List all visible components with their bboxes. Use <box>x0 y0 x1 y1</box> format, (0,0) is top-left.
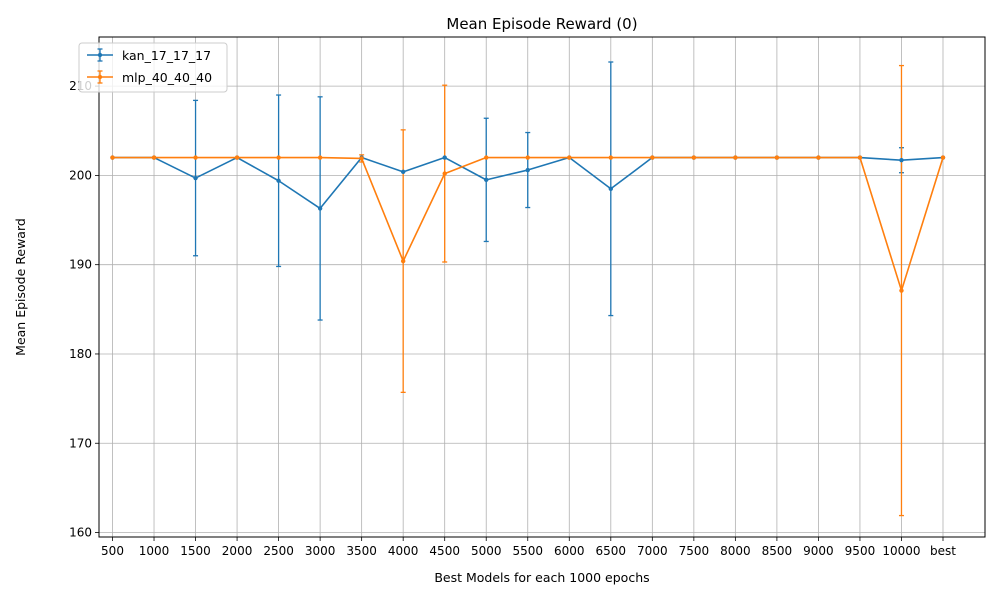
data-point-series-0 <box>400 169 406 175</box>
data-point-series-0 <box>442 155 447 160</box>
y-tick-label: 160 <box>69 526 92 540</box>
data-point-series-1 <box>774 155 780 160</box>
x-tick-label: 1500 <box>180 544 211 558</box>
data-point-series-1 <box>608 155 613 160</box>
x-tick-label: 3500 <box>346 544 377 558</box>
data-point-series-0 <box>525 167 530 173</box>
data-point-series-1 <box>733 155 738 160</box>
data-point-series-0 <box>608 186 613 191</box>
data-point-series-1 <box>110 155 115 160</box>
x-tick-label: 10000 <box>882 544 920 558</box>
legend-marker-series-1 <box>97 74 103 80</box>
x-tick-label: 7500 <box>679 544 710 558</box>
x-tick-label: 8500 <box>762 544 793 558</box>
data-point-series-1 <box>442 171 447 176</box>
data-point-series-1 <box>940 155 946 160</box>
data-point-series-0 <box>276 178 281 183</box>
x-tick-label: 4000 <box>388 544 419 558</box>
data-point-series-1 <box>193 155 198 160</box>
data-point-series-1 <box>567 155 572 160</box>
x-tick-label: 5000 <box>471 544 502 558</box>
data-point-series-1 <box>151 155 157 160</box>
data-point-series-0 <box>317 206 323 211</box>
legend: kan_17_17_17 mlp_40_40_40 <box>78 42 228 93</box>
x-tick-label: 6500 <box>596 544 627 558</box>
data-point-series-1 <box>816 155 821 160</box>
data-point-series-1 <box>276 155 281 160</box>
legend-label-series-0: kan_17_17_17 <box>122 48 211 63</box>
x-tick-label: 2500 <box>263 544 294 558</box>
legend-box <box>78 42 228 93</box>
x-tick-label: 1000 <box>139 544 170 558</box>
x-tick-label: best <box>930 544 956 558</box>
data-point-series-0 <box>484 177 489 183</box>
x-tick-label: 9000 <box>803 544 834 558</box>
x-tick-label: 500 <box>101 544 124 558</box>
x-tick-label: 2000 <box>222 544 253 558</box>
y-tick-label: 190 <box>69 258 92 272</box>
x-tick-label: 9500 <box>845 544 876 558</box>
legend-label-series-1: mlp_40_40_40 <box>122 70 212 85</box>
chart-title: Mean Episode Reward (0) <box>446 15 637 33</box>
x-tick-label: 5500 <box>512 544 543 558</box>
data-point-series-1 <box>234 155 240 160</box>
x-tick-label: 4500 <box>429 544 460 558</box>
data-point-series-1 <box>857 155 863 160</box>
data-point-series-1 <box>359 156 364 161</box>
data-point-series-1 <box>484 155 489 160</box>
data-point-series-1 <box>650 155 655 160</box>
plot-frame <box>98 36 986 538</box>
data-point-series-1 <box>400 258 406 264</box>
y-tick-label: 200 <box>69 168 92 182</box>
x-tick-label: 7000 <box>637 544 668 558</box>
y-axis-label: Mean Episode Reward <box>13 218 28 356</box>
series-lines <box>110 155 946 293</box>
data-point-series-0 <box>899 158 904 163</box>
data-point-series-1 <box>525 155 530 160</box>
data-point-series-1 <box>317 155 323 160</box>
x-tick-label: 3000 <box>305 544 336 558</box>
legend-marker-series-0 <box>97 52 103 58</box>
y-tick-label: 180 <box>69 347 92 361</box>
data-point-series-0 <box>193 175 198 181</box>
x-tick-label: 8000 <box>720 544 751 558</box>
data-point-series-1 <box>899 288 904 293</box>
x-axis-label: Best Models for each 1000 epochs <box>434 570 649 585</box>
y-tick-label: 170 <box>69 436 92 450</box>
axis-ticks: 500 1000 1500 2000 2500 3000 3500 4000 4500 5000 5… <box>69 79 956 558</box>
data-point-series-1 <box>691 155 697 160</box>
x-tick-label: 6000 <box>554 544 585 558</box>
